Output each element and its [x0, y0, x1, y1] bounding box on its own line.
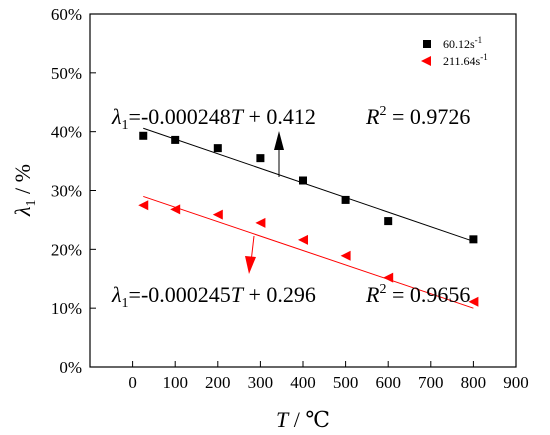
data-point-square: [171, 135, 180, 144]
data-point-triangle: [170, 204, 181, 215]
data-point-triangle: [383, 272, 394, 283]
y-axis-label: λ1 / %: [10, 164, 39, 217]
y-tick-label: 10%: [51, 299, 82, 318]
data-point-square: [299, 176, 307, 185]
axis-ticks: 0 100 200 300 400 500 600 700 800 900 0% 10% 20% 30% 4…: [51, 5, 529, 392]
x-tick-label: 400: [290, 373, 316, 392]
x-tick-label: 800: [461, 373, 487, 392]
equation-2: λ1=-0.000245T + 0.296: [111, 282, 316, 311]
y-tick-label: 40%: [51, 123, 82, 142]
y-tick-label: 0%: [59, 358, 82, 377]
fit-line-2: [143, 195, 474, 309]
data-points: [138, 131, 479, 307]
data-point-triangle: [468, 296, 479, 307]
annotation-arrows: [245, 131, 284, 274]
data-point-triangle: [340, 250, 351, 261]
y-tick-label: 50%: [51, 64, 82, 83]
data-point-triangle: [138, 200, 149, 211]
x-tick-label: 700: [418, 373, 444, 392]
equation-1: λ1=-0.000248T + 0.412: [111, 104, 316, 133]
data-point-square: [384, 217, 393, 226]
legend-label-2: 211.64s-1: [443, 52, 488, 68]
y-tick-label: 20%: [51, 240, 82, 259]
data-point-square: [256, 154, 265, 163]
data-point-triangle: [255, 217, 266, 228]
data-point-triangle: [212, 209, 223, 220]
x-tick-label: 600: [375, 373, 401, 392]
legend: 60.12s-1 211.64s-1: [421, 35, 488, 68]
data-point-square: [213, 144, 222, 153]
x-tick-label: 500: [333, 373, 359, 392]
fit-line-1: [143, 127, 474, 242]
data-point-triangle: [298, 234, 308, 245]
arrow-black-head: [274, 131, 284, 150]
x-tick-label: 900: [503, 373, 529, 392]
r-squared-2: R2 = 0.9656: [365, 282, 470, 307]
y-tick-label: 60%: [51, 5, 82, 24]
x-tick-label: 0: [128, 373, 137, 392]
fit-lines: [143, 127, 474, 309]
x-tick-label: 300: [248, 373, 274, 392]
r-squared-1: R2 = 0.9726: [365, 104, 470, 129]
data-point-square: [469, 235, 478, 244]
legend-marker-square: [423, 40, 431, 48]
legend-label-1: 60.12s-1: [443, 35, 482, 51]
y-tick-label: 30%: [51, 182, 82, 201]
x-tick-label: 100: [162, 373, 188, 392]
x-tick-label: 200: [205, 373, 231, 392]
arrow-red-head: [245, 256, 256, 274]
data-point-square: [341, 195, 350, 204]
data-point-square: [139, 131, 148, 140]
legend-marker-triangle: [421, 56, 431, 66]
x-axis-label: T / ℃: [276, 407, 330, 432]
